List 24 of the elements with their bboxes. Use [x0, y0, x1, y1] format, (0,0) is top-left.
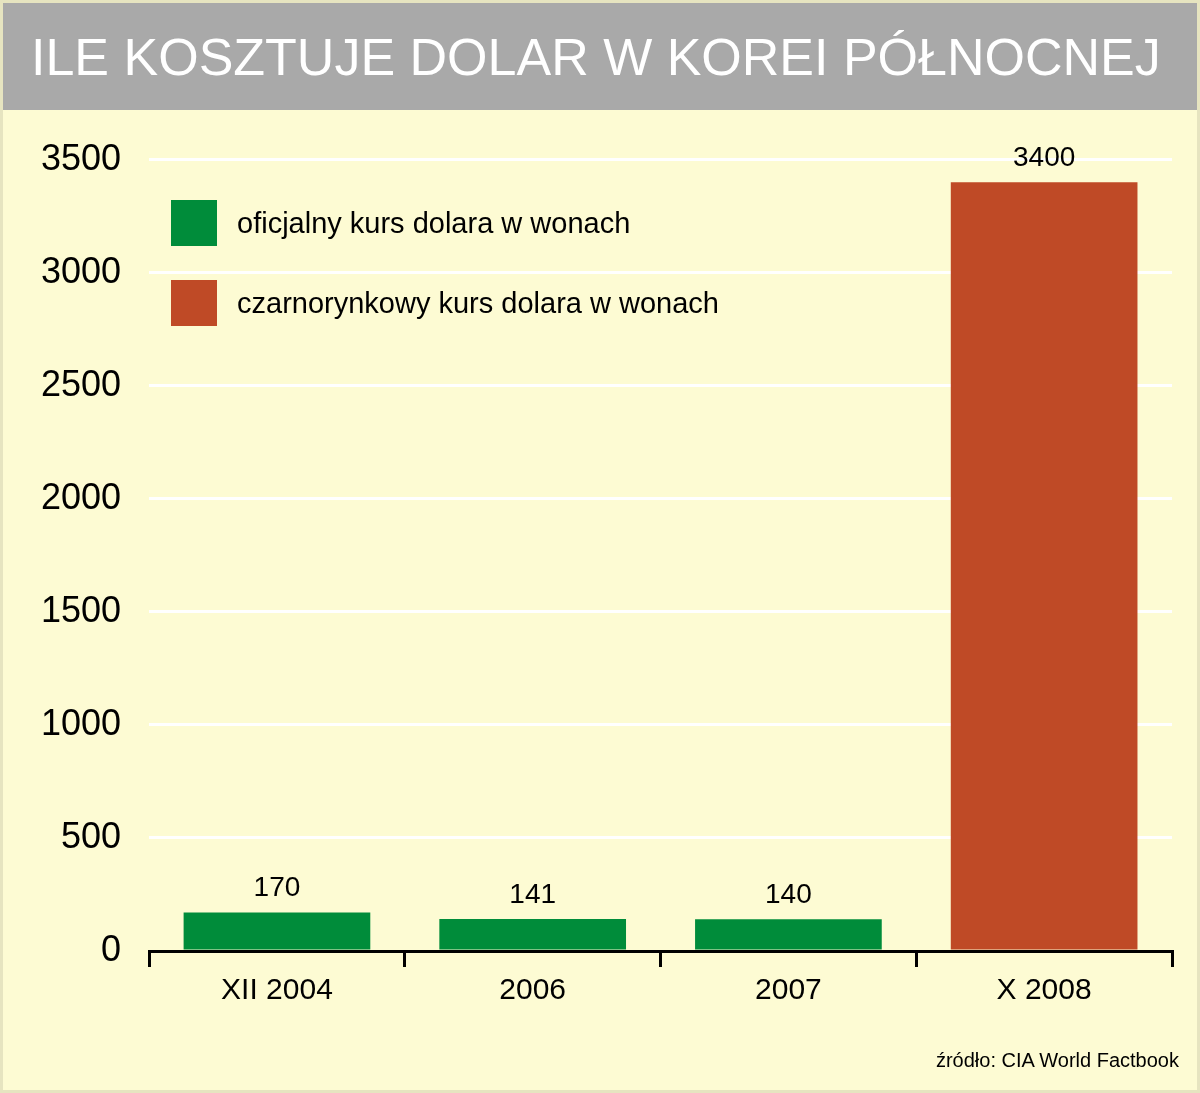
x-tick-label: X 2008 — [996, 972, 1092, 1006]
x-tick-label: 2006 — [499, 972, 567, 1006]
y-tick-label: 1500 — [40, 588, 122, 630]
y-tick-label: 2000 — [40, 475, 122, 517]
bar — [695, 919, 882, 950]
bar — [950, 182, 1138, 950]
legend-label: oficjalny kurs dolara w wonach — [237, 206, 631, 240]
data-label: 141 — [509, 877, 557, 909]
x-tick-label: 2007 — [755, 972, 822, 1006]
legend-label: czarnorynkowy kurs dolara w wonach — [237, 286, 719, 320]
y-tick-label: 500 — [61, 814, 122, 856]
x-tick-label: XII 2004 — [221, 972, 333, 1006]
text: źródło: CIA World Factbook — [935, 1049, 1179, 1072]
y-tick-label: 1000 — [40, 701, 122, 743]
y-tick-label: 3000 — [40, 249, 122, 291]
y-tick-label: 3500 — [40, 136, 122, 178]
y-tick-label: 0 — [101, 927, 122, 969]
chart-title: ILE KOSZTUJE DOLAR W KOREI PÓŁNOCNEJ — [3, 3, 1197, 110]
y-tick-label: 2500 — [40, 362, 122, 404]
data-label: 170 — [253, 871, 301, 903]
data-label: 140 — [765, 878, 812, 910]
data-label: 3400 — [1012, 140, 1076, 172]
bar — [183, 912, 371, 950]
bar — [439, 919, 627, 950]
